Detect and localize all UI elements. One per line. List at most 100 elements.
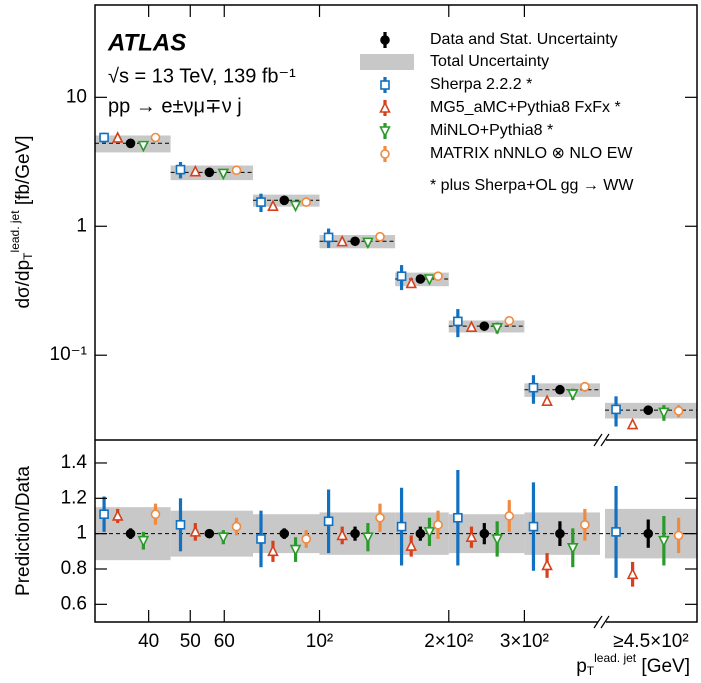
legend-label: MG5_aMC+Pythia8 FxFx * bbox=[430, 99, 621, 116]
y-tick-label: 10⁻¹ bbox=[50, 344, 88, 365]
prediction-marker bbox=[566, 389, 579, 401]
y-tick-label: 1 bbox=[76, 215, 87, 236]
data-point bbox=[279, 195, 290, 206]
prediction-marker bbox=[289, 200, 302, 213]
x-tick-label: ≥4.5×10² bbox=[613, 631, 688, 652]
prediction-marker bbox=[375, 231, 385, 242]
legend-label: Total Uncertainty bbox=[430, 53, 549, 70]
data-point bbox=[643, 528, 654, 539]
prediction-marker bbox=[423, 274, 436, 286]
data-point bbox=[350, 236, 360, 247]
prediction-marker bbox=[673, 406, 684, 416]
prediction-marker bbox=[433, 520, 443, 530]
prediction-marker bbox=[396, 271, 407, 281]
prediction-marker bbox=[504, 511, 515, 521]
data-point bbox=[204, 528, 215, 539]
data-point bbox=[125, 528, 136, 539]
prediction-marker bbox=[231, 521, 242, 532]
data-point bbox=[415, 274, 426, 284]
prediction-marker bbox=[626, 567, 639, 580]
prediction-marker bbox=[658, 407, 670, 420]
x-tick-label: 40 bbox=[138, 631, 159, 652]
prediction-marker bbox=[137, 535, 150, 548]
y-tick-label: 1.2 bbox=[61, 487, 87, 508]
prediction-marker bbox=[301, 197, 312, 207]
prediction-marker bbox=[336, 234, 348, 247]
x-tick-label: 10² bbox=[306, 631, 333, 652]
axis-break bbox=[598, 616, 606, 628]
data-point bbox=[555, 384, 565, 395]
data-point bbox=[479, 528, 490, 539]
y-tick-label: 10 bbox=[66, 86, 87, 107]
prediction-marker bbox=[175, 520, 186, 530]
prediction-marker bbox=[626, 417, 639, 430]
frame bbox=[94, 4, 698, 623]
prediction-marker bbox=[528, 382, 539, 393]
prediction-marker bbox=[541, 558, 553, 571]
y-tick-label: 1.4 bbox=[61, 452, 88, 473]
legend-label: MATRIX nNNLO ⊗ NLO EW bbox=[430, 145, 633, 162]
x-tick-label: 3×10² bbox=[500, 631, 549, 652]
x-tick-label: 2×10² bbox=[424, 631, 473, 652]
prediction-marker bbox=[362, 532, 374, 544]
ratio-axis-label: Prediction/Data bbox=[13, 466, 34, 596]
prediction-marker bbox=[491, 323, 503, 335]
prediction-marker bbox=[611, 527, 621, 537]
prediction-marker bbox=[289, 544, 302, 557]
prediction-marker bbox=[150, 132, 161, 143]
prediction-marker bbox=[528, 521, 539, 532]
prediction-marker bbox=[611, 404, 621, 415]
prediction-marker bbox=[99, 132, 109, 143]
prediction-marker bbox=[362, 237, 374, 250]
legend-label: Sherpa 2.2.2 * bbox=[430, 76, 532, 93]
data-point bbox=[479, 321, 490, 331]
prediction-marker bbox=[256, 197, 266, 207]
data-point bbox=[125, 138, 136, 149]
prediction-marker bbox=[217, 168, 230, 181]
y-tick-label: 1 bbox=[76, 523, 87, 544]
energy-label: √s = 13 TeV, 139 fb⁻¹ bbox=[108, 65, 296, 87]
prediction-marker bbox=[453, 512, 463, 523]
axis-break-mark bbox=[593, 433, 610, 629]
prediction-marker bbox=[423, 527, 436, 539]
prediction-marker bbox=[189, 164, 202, 177]
prediction-marker bbox=[491, 534, 503, 546]
prediction-marker bbox=[433, 271, 443, 281]
prediction-marker bbox=[267, 544, 279, 557]
data-point bbox=[204, 167, 215, 178]
prediction-marker bbox=[673, 530, 684, 541]
prediction-marker bbox=[405, 276, 418, 289]
prediction-marker bbox=[580, 520, 590, 530]
prediction-marker bbox=[256, 534, 266, 544]
prediction-marker bbox=[405, 539, 418, 551]
data-point bbox=[643, 405, 654, 415]
data-point bbox=[415, 528, 426, 539]
prediction-marker bbox=[217, 532, 230, 544]
process-label: pp → e±νμ∓ν j bbox=[108, 95, 242, 117]
prediction-marker bbox=[137, 140, 150, 153]
prediction-marker bbox=[323, 232, 334, 243]
legend-marker bbox=[380, 35, 390, 45]
prediction-marker bbox=[150, 509, 161, 520]
prediction-marker bbox=[189, 525, 202, 537]
legend-marker bbox=[380, 80, 390, 90]
prediction-marker bbox=[465, 320, 478, 332]
x-axis-label: pTlead. jet [GeV] bbox=[576, 651, 690, 678]
legend-label: MiNLO+Pythia8 * bbox=[430, 122, 553, 139]
data-point bbox=[279, 528, 290, 539]
prediction-marker bbox=[541, 394, 553, 406]
prediction-marker bbox=[231, 165, 242, 176]
x-tick-label: 50 bbox=[180, 631, 201, 652]
y-tick-label: 0.6 bbox=[61, 593, 87, 614]
prediction-marker bbox=[99, 509, 109, 520]
y-tick-label: 0.8 bbox=[61, 558, 87, 579]
legend-band bbox=[360, 54, 414, 70]
experiment-label: ATLAS bbox=[107, 29, 186, 56]
prediction-marker bbox=[580, 381, 590, 392]
prediction-marker bbox=[396, 521, 407, 532]
prediction-marker bbox=[323, 516, 334, 527]
prediction-marker bbox=[504, 315, 515, 326]
y-axis-label: dσ/dpTlead. jet [fb/GeV] bbox=[8, 135, 35, 308]
axis-break bbox=[598, 434, 606, 446]
